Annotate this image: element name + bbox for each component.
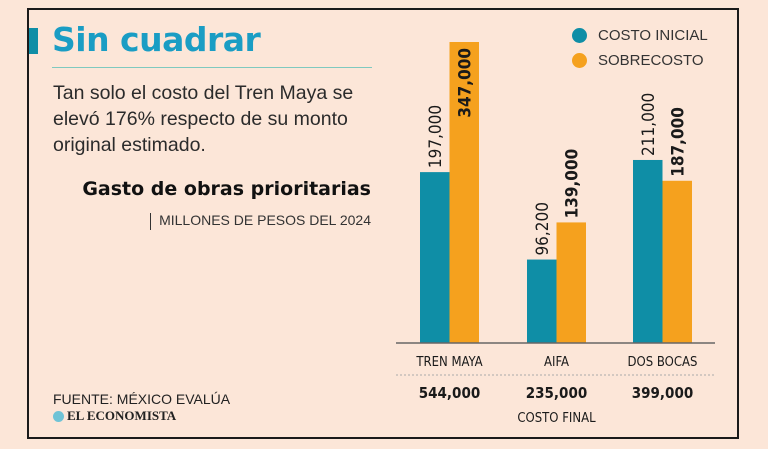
- legend-swatch-orange-icon: [572, 53, 587, 68]
- legend: COSTO INICIAL SOBRECOSTO: [572, 25, 708, 75]
- data-label: 347,000: [455, 48, 475, 118]
- source-note: FUENTE: MÉXICO EVALÚA: [53, 391, 231, 407]
- legend-label: COSTO INICIAL: [598, 27, 708, 44]
- data-label: 211,000: [639, 93, 659, 156]
- category-label: DOS BOCAS: [628, 355, 698, 370]
- chart-subtitle: Gasto de obras prioritarias: [82, 178, 371, 200]
- bar-sobrecosto: [662, 180, 692, 343]
- bar-sobrecosto: [449, 42, 479, 343]
- legend-item-costo-inicial: COSTO INICIAL: [572, 25, 708, 46]
- data-label: 197,000: [426, 105, 446, 168]
- bar-costo-inicial: [420, 172, 450, 343]
- data-label: 139,000: [562, 149, 582, 219]
- legend-swatch-teal-icon: [572, 28, 587, 43]
- data-label: 187,000: [668, 107, 688, 177]
- total-label: 235,000: [526, 384, 587, 402]
- brand-name: EL ECONOMISTA: [67, 408, 177, 423]
- chart-description: Tan solo el costo del Tren Maya se elevó…: [53, 82, 354, 156]
- units-label: MILLONES DE PESOS DEL 2024: [150, 212, 371, 230]
- data-label: 96,200: [533, 202, 553, 256]
- chart-title: Sin cuadrar: [52, 20, 261, 59]
- units-separator: [150, 212, 152, 230]
- category-label: AIFA: [544, 355, 569, 370]
- bar-costo-inicial: [527, 259, 557, 343]
- legend-item-sobrecosto: SOBRECOSTO: [572, 50, 708, 71]
- category-label: TREN MAYA: [415, 355, 482, 370]
- brand-logo: EL ECONOMISTA: [53, 408, 176, 424]
- bar-costo-inicial: [633, 159, 663, 343]
- totals-caption: COSTO FINAL: [517, 411, 596, 426]
- total-label: 544,000: [419, 384, 480, 402]
- total-label: 399,000: [632, 384, 693, 402]
- chart-frame: [27, 8, 739, 439]
- title-accent-bar: [29, 28, 38, 54]
- bar-sobrecosto: [556, 222, 586, 343]
- legend-label: SOBRECOSTO: [598, 52, 704, 69]
- brand-icon: [53, 410, 64, 422]
- title-divider: [52, 67, 372, 68]
- units-text: MILLONES DE PESOS DEL 2024: [159, 212, 371, 228]
